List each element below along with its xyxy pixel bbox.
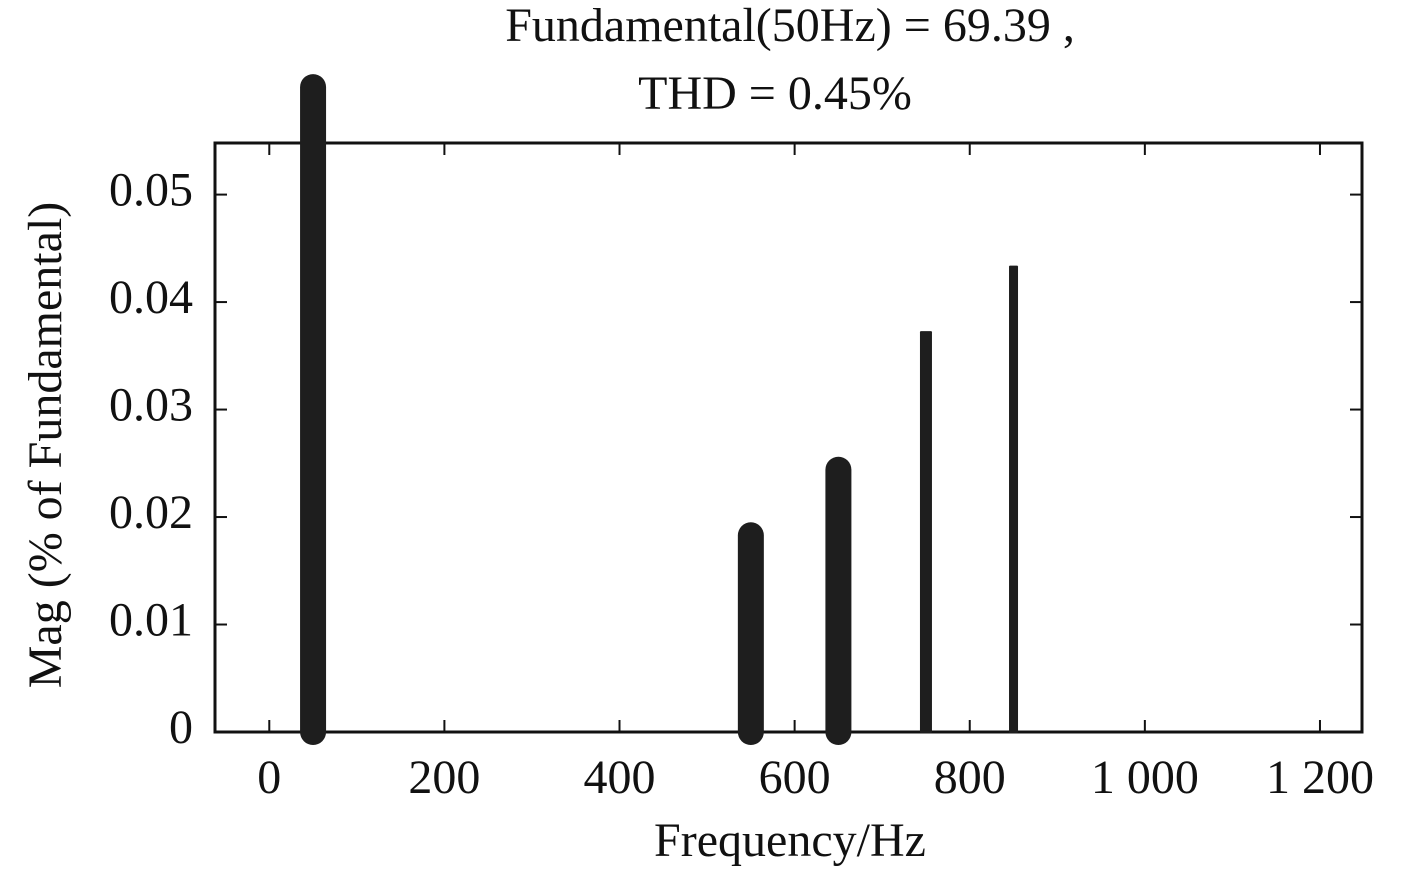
bar bbox=[737, 522, 764, 745]
bar bbox=[1009, 265, 1019, 733]
x-tick-label: 800 bbox=[934, 751, 1006, 804]
x-tick-label: 1 200 bbox=[1266, 751, 1374, 804]
chart-title: Fundamental(50Hz) = 69.39 , bbox=[505, 0, 1075, 52]
y-tick-label: 0.02 bbox=[109, 486, 193, 539]
x-tick-label: 0 bbox=[257, 751, 281, 804]
chart-title: THD = 0.45% bbox=[638, 67, 912, 120]
y-tick-label: 0.03 bbox=[109, 379, 193, 432]
y-tick-label: 0.01 bbox=[109, 594, 193, 647]
x-tick-label: 400 bbox=[584, 751, 656, 804]
x-tick-label: 600 bbox=[759, 751, 831, 804]
bar bbox=[919, 331, 932, 733]
x-tick-label: 1 000 bbox=[1091, 751, 1199, 804]
y-tick-label: 0.05 bbox=[109, 164, 193, 217]
y-tick-label: 0.04 bbox=[109, 271, 193, 324]
y-tick-label: 0 bbox=[169, 701, 193, 754]
x-tick-label: 200 bbox=[408, 751, 480, 804]
plot-frame bbox=[213, 141, 1364, 734]
bar bbox=[300, 74, 327, 745]
bar bbox=[825, 456, 852, 745]
y-axis-label: Mag (% of Fundamental) bbox=[19, 202, 72, 689]
x-axis-label: Frequency/Hz bbox=[654, 814, 926, 867]
